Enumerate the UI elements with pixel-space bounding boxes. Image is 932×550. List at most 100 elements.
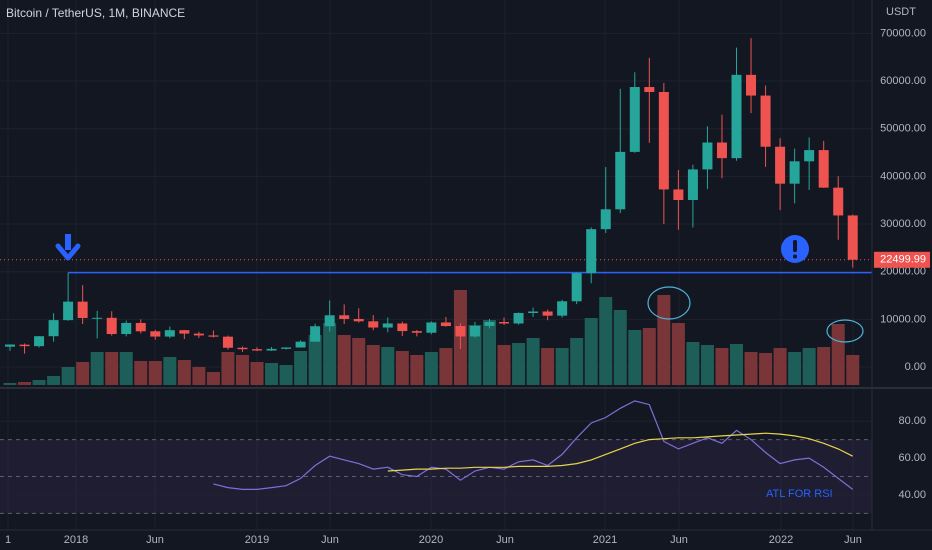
candle-body (5, 344, 15, 347)
candle-body (135, 322, 146, 332)
candle-body (833, 187, 844, 216)
volume-bar (395, 351, 409, 385)
y-tick-label: 60000.00 (880, 75, 926, 87)
candle-body (499, 321, 510, 324)
rsi-line (213, 400, 854, 490)
arrow-icon (55, 234, 81, 261)
volume-bar (846, 355, 860, 385)
candle-body (804, 150, 815, 162)
candle-body (731, 74, 742, 159)
volume-bar (235, 355, 249, 385)
candle-body (673, 189, 684, 200)
highlight-ellipse (647, 286, 691, 320)
alert-bar (793, 240, 797, 252)
volume-bar (76, 362, 90, 385)
volume-bar (628, 330, 642, 385)
volume-bar (788, 352, 802, 385)
volume-bar (802, 348, 816, 385)
x-tick-label: Jun (321, 534, 339, 546)
candle-body (775, 146, 786, 184)
y-tick-label: 30000.00 (880, 218, 926, 230)
y-tick-label: 40.00 (898, 489, 926, 501)
volume-bar (715, 348, 729, 385)
candle-body (557, 301, 568, 316)
y-tick-label: 70000.00 (880, 27, 926, 39)
volume-bar (192, 367, 206, 385)
candle-body (716, 142, 727, 159)
candle-body (252, 349, 263, 351)
annotation: ATL FOR RSI (766, 488, 833, 500)
last-price-label: 22499.99 (880, 254, 926, 266)
volume-bar (381, 347, 395, 385)
arrow-head (55, 243, 81, 261)
candle-body (150, 331, 161, 337)
chart-title: Bitcoin / TetherUS, 1M, BINANCE (6, 6, 185, 20)
highlight-ellipse (826, 319, 864, 343)
volume-bar (700, 345, 714, 385)
alert-icon (781, 235, 809, 263)
x-tick-label: Jun (844, 534, 862, 546)
candle-body (339, 315, 350, 319)
x-tick-label: 1 (5, 534, 11, 546)
volume-bar (119, 352, 133, 385)
candle-body (426, 322, 437, 333)
candle-body (193, 333, 204, 336)
volume-bar (817, 347, 831, 385)
volume-bar (18, 382, 32, 385)
volume-bar (279, 365, 293, 385)
candle-body (702, 142, 713, 170)
candle-body (513, 312, 524, 324)
volume-bar (584, 318, 598, 385)
y-tick-label: 20000.00 (880, 266, 926, 278)
candle-body (789, 161, 800, 184)
candle-body (208, 335, 219, 337)
candle-body (34, 336, 45, 347)
volume-bar (294, 351, 308, 385)
candle-body (266, 348, 277, 351)
x-tick-label: 2019 (245, 534, 269, 546)
volume-bar (206, 372, 220, 385)
candle-body (77, 301, 88, 319)
volume-bar (308, 335, 322, 385)
candle-body (847, 215, 858, 260)
x-tick-label: Jun (146, 534, 164, 546)
volume-bar (759, 353, 773, 385)
volume-bar (61, 367, 75, 385)
x-tick-label: 2021 (593, 534, 617, 546)
volume-bar (265, 363, 279, 385)
volume-bar (366, 345, 380, 385)
x-tick-label: 2018 (64, 534, 88, 546)
volume-bar (773, 348, 787, 385)
volume-bar (468, 325, 482, 385)
candle-body (19, 344, 30, 347)
volume-bar (497, 345, 511, 385)
candle-body (310, 326, 321, 342)
candle-body (106, 317, 117, 335)
candle-body (121, 322, 132, 335)
volume-bar (657, 295, 671, 385)
volume-bar (337, 335, 351, 385)
x-tick-label: Jun (670, 534, 688, 546)
candle-body (615, 151, 626, 210)
plot-layer (0, 0, 872, 530)
candle-body (92, 317, 103, 319)
candle-body (644, 87, 655, 93)
candle-body (222, 336, 233, 348)
volume-bar (613, 310, 627, 385)
volume-bar (642, 328, 656, 385)
volume-bar (221, 352, 235, 385)
volume-bar (512, 343, 526, 385)
candle-body (179, 330, 190, 334)
volume-bar (163, 357, 177, 385)
candle-body (63, 301, 74, 321)
volume-bar (134, 361, 148, 385)
candle-body (455, 326, 466, 337)
volume-bar (744, 352, 758, 385)
volume-bar (730, 344, 743, 385)
y-tick-label: 0.00 (905, 361, 926, 373)
volume-bar (352, 338, 366, 385)
candle-body (746, 74, 757, 96)
volume-bar (439, 348, 453, 385)
candle-body (281, 347, 292, 349)
candle-body (440, 322, 451, 327)
